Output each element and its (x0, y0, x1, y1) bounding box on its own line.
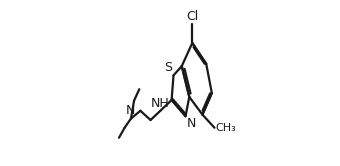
Text: CH₃: CH₃ (216, 123, 237, 133)
Text: Cl: Cl (186, 10, 199, 23)
Text: S: S (164, 61, 172, 74)
Text: N: N (126, 104, 135, 117)
Text: N: N (187, 118, 196, 130)
Text: NH: NH (151, 96, 170, 110)
